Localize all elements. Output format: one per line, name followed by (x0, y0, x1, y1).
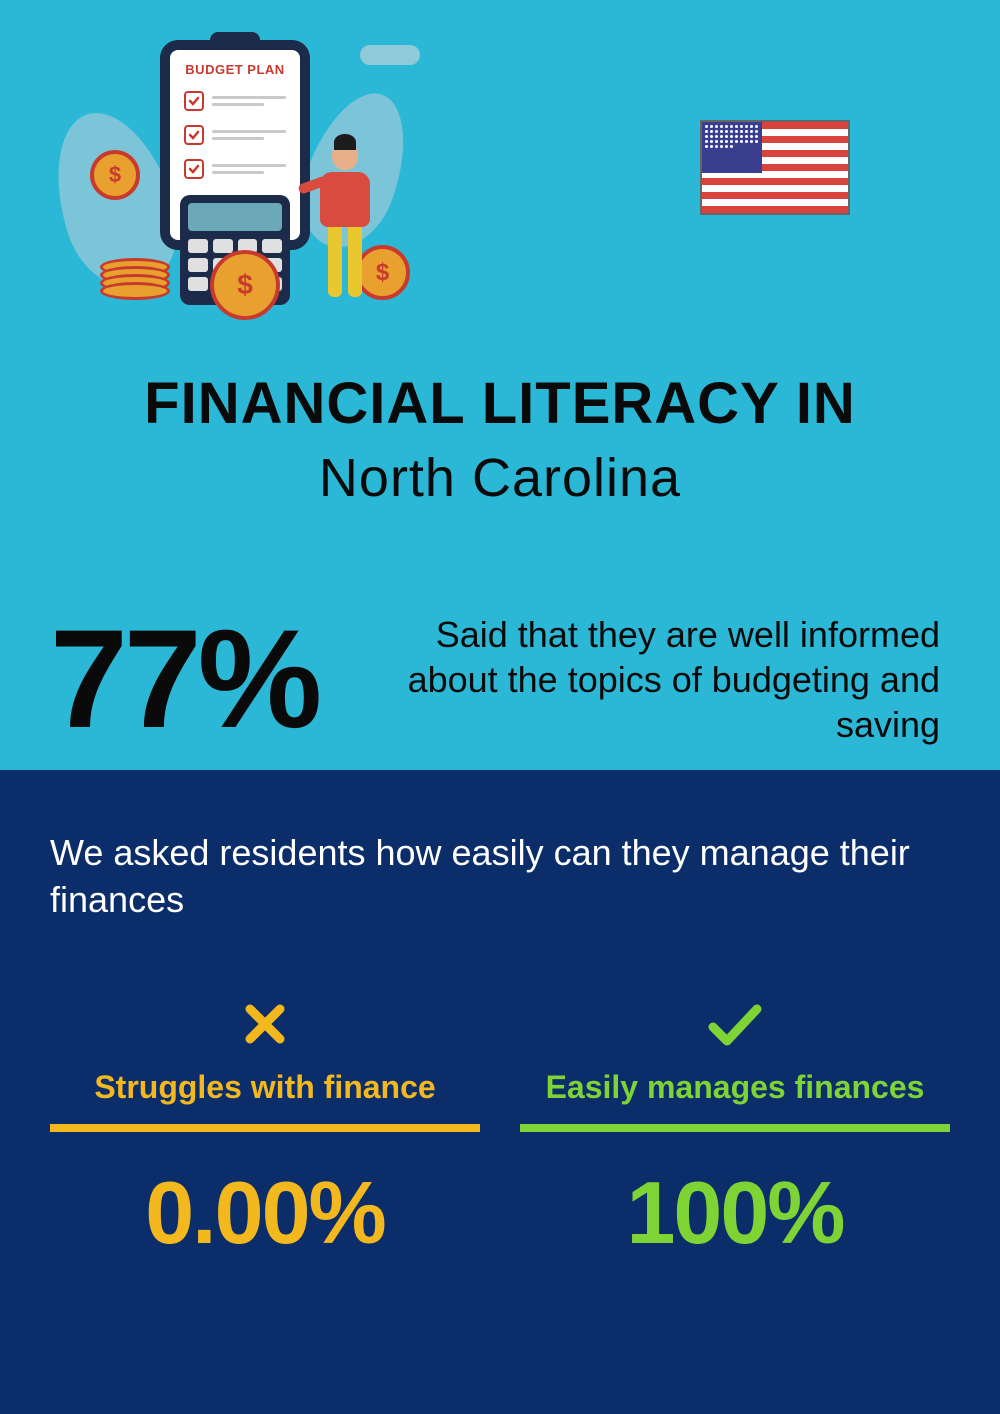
x-icon (50, 994, 480, 1054)
coin-stack-icon (100, 268, 170, 300)
title-line1: FINANCIAL LITERACY IN (50, 370, 950, 437)
check-icon (520, 994, 950, 1054)
coin-icon: $ (90, 150, 140, 200)
title-line2: North Carolina (50, 447, 950, 509)
budget-illustration: BUDGET PLAN (50, 30, 410, 320)
col-right-label: Easily manages finances (520, 1069, 950, 1106)
infographic-page: BUDGET PLAN (0, 0, 1000, 1414)
col-left-value: 0.00% (50, 1162, 480, 1264)
col-right-rule (520, 1124, 950, 1132)
columns: Struggles with finance 0.00% Easily mana… (50, 994, 950, 1264)
us-flag-icon (700, 120, 850, 215)
col-manages: Easily manages finances 100% (520, 994, 950, 1264)
col-left-rule (50, 1124, 480, 1132)
bottom-section: We asked residents how easily can they m… (0, 770, 1000, 1414)
title-block: FINANCIAL LITERACY IN North Carolina (50, 370, 950, 509)
cloud-icon (360, 45, 420, 65)
header-row: BUDGET PLAN (50, 30, 950, 330)
col-right-value: 100% (520, 1162, 950, 1264)
clipboard-title: BUDGET PLAN (170, 62, 300, 77)
coin-icon: $ (210, 250, 280, 320)
col-struggles: Struggles with finance 0.00% (50, 994, 480, 1264)
stat-percent: 77% (50, 609, 318, 749)
stat-row: 77% Said that they are well informed abo… (50, 609, 950, 749)
person-icon (310, 140, 380, 310)
top-section: BUDGET PLAN (0, 0, 1000, 770)
stat-description: Said that they are well informed about t… (358, 612, 950, 747)
col-left-label: Struggles with finance (50, 1069, 480, 1106)
question-text: We asked residents how easily can they m… (50, 830, 950, 924)
